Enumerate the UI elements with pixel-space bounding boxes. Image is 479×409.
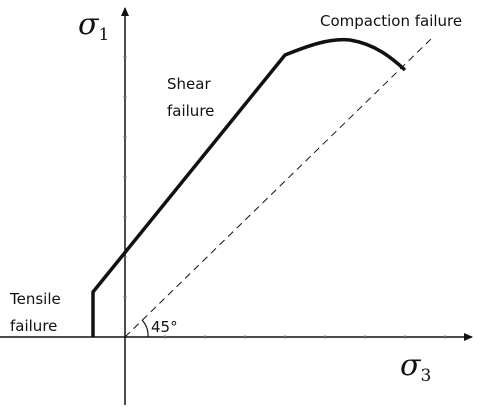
symbol: σ bbox=[78, 7, 100, 42]
x-axis-label: σ3 bbox=[400, 348, 431, 386]
axis-ticks bbox=[123, 56, 446, 339]
subscript: 3 bbox=[420, 366, 431, 386]
shear-label: failure bbox=[167, 102, 214, 120]
failure-envelope bbox=[91, 37, 407, 337]
angle-label: 45° bbox=[151, 318, 178, 336]
angle-arc bbox=[141, 319, 149, 338]
compaction-label: Compaction failure bbox=[320, 12, 462, 30]
symbol: σ bbox=[400, 348, 422, 383]
tensile-label: failure bbox=[10, 317, 57, 335]
subscript: 1 bbox=[98, 25, 109, 45]
shear-label: Shear bbox=[167, 75, 211, 93]
tensile-label: Tensile bbox=[9, 290, 61, 308]
y-axis-label: σ1 bbox=[78, 7, 109, 45]
